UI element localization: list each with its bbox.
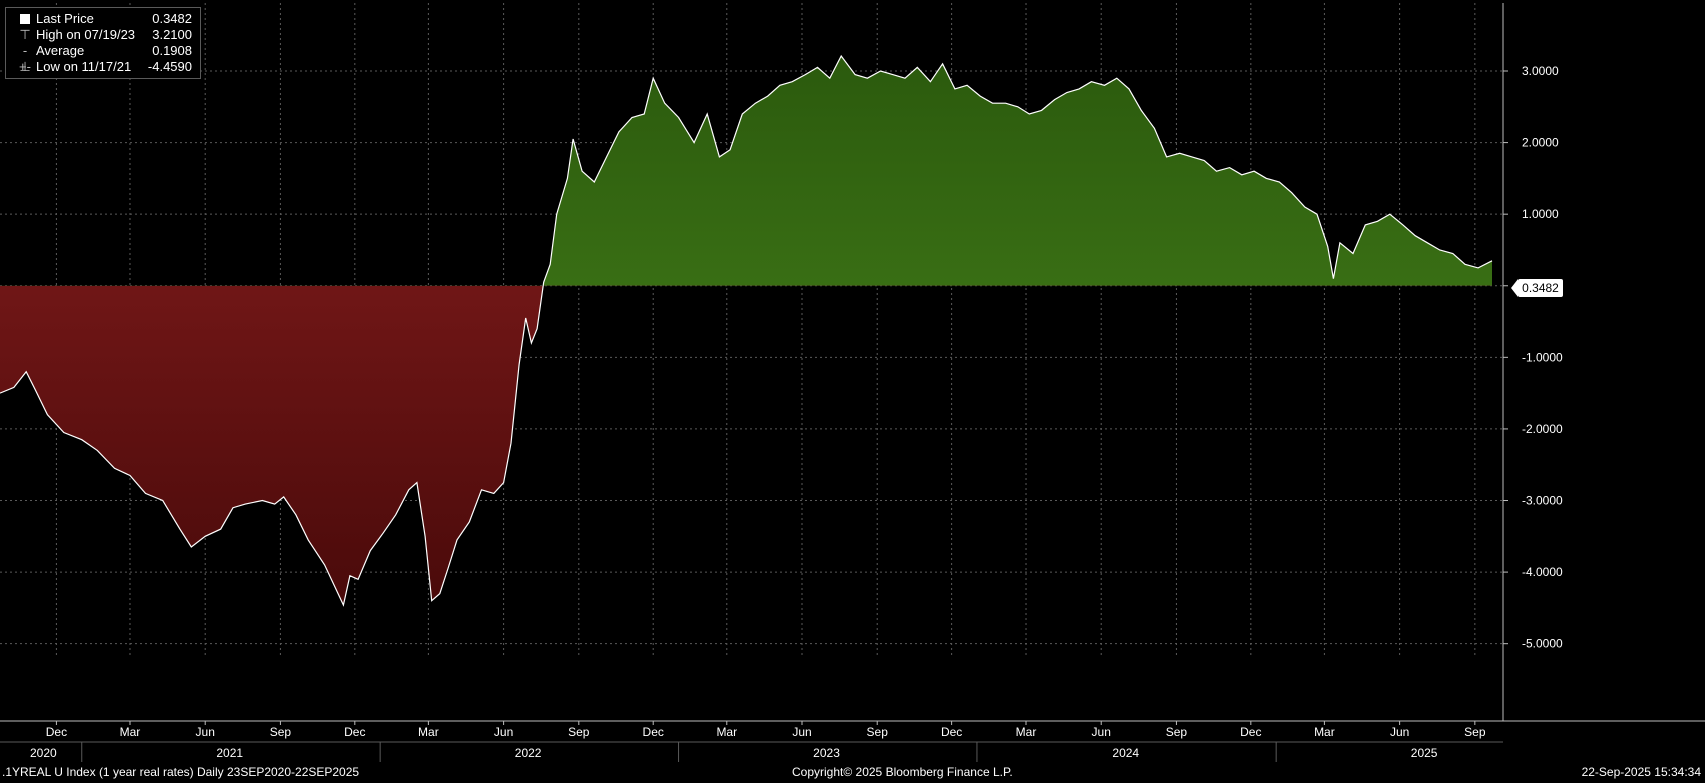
last-price-tag: 0.3482: [1511, 279, 1563, 297]
positive-area: [543, 56, 1492, 286]
x-tick-label: Dec: [46, 725, 67, 739]
y-tick-label: -2.0000: [1522, 422, 1563, 436]
x-tick-label: Jun: [1390, 725, 1409, 739]
y-tick-label: 3.0000: [1522, 64, 1559, 78]
negative-area: [0, 285, 1492, 605]
y-tick-label: -3.0000: [1522, 494, 1563, 508]
footer-copyright: Copyright© 2025 Bloomberg Finance L.P.: [792, 765, 1013, 779]
legend-value: 3.2100: [152, 27, 192, 42]
x-tick-label: Dec: [1240, 725, 1261, 739]
price-line: [0, 54, 1493, 607]
year-label: 2023: [813, 746, 840, 760]
legend-low: ⊥ Low on 11/17/21 -4.4590: [6, 59, 200, 75]
x-tick-label: Jun: [494, 725, 513, 739]
x-tick-label: Jun: [792, 725, 811, 739]
x-tick-label: Jun: [196, 725, 215, 739]
year-label: 2025: [1411, 746, 1438, 760]
legend-label: Last Price: [36, 11, 94, 26]
y-tick-label: -1.0000: [1522, 350, 1563, 364]
year-label: 2020: [30, 746, 57, 760]
legend-label: High on 07/19/23: [36, 27, 136, 42]
footer-timestamp: 22-Sep-2025 15:34:34: [1581, 765, 1701, 779]
high-marker-icon: ⊤: [19, 27, 31, 42]
legend-high: ⊤ High on 07/19/23 3.2100: [6, 27, 200, 43]
legend-square-icon: [20, 14, 30, 24]
year-label: 2022: [515, 746, 542, 760]
legend-average: -+- Average 0.1908: [6, 43, 200, 74]
x-tick-label: Mar: [1314, 725, 1335, 739]
x-tick-label: Dec: [941, 725, 962, 739]
year-label: 2021: [216, 746, 243, 760]
legend-box: Last Price 0.3482 ⊤ High on 07/19/23 3.2…: [5, 7, 201, 79]
average-marker-icon: -+-: [19, 43, 31, 74]
legend-value: -4.4590: [147, 59, 192, 74]
x-tick-label: Mar: [418, 725, 439, 739]
legend-label: Low on 11/17/21: [36, 59, 132, 74]
y-tick-label: 2.0000: [1522, 136, 1559, 150]
x-tick-label: Jun: [1092, 725, 1111, 739]
x-tick-label: Mar: [120, 725, 141, 739]
legend-label: Average: [36, 43, 85, 58]
x-tick-label: Sep: [1166, 725, 1188, 739]
x-tick-label: Sep: [568, 725, 590, 739]
y-tick-label: -4.0000: [1522, 565, 1563, 579]
y-tick-label: -5.0000: [1522, 637, 1563, 651]
x-tick-label: Mar: [716, 725, 737, 739]
legend-value: 0.3482: [152, 11, 192, 26]
y-tick-label: 1.0000: [1522, 207, 1559, 221]
low-marker-icon: ⊥: [19, 59, 31, 74]
x-tick-label: Sep: [1464, 725, 1486, 739]
x-tick-label: Dec: [643, 725, 664, 739]
legend-last-price: Last Price 0.3482: [6, 11, 200, 27]
legend-value: 0.1908: [152, 43, 192, 58]
footer-left: .1YREAL U Index (1 year real rates) Dail…: [2, 765, 360, 779]
x-tick-label: Dec: [344, 725, 365, 739]
x-tick-label: Mar: [1016, 725, 1037, 739]
x-tick-label: Sep: [270, 725, 292, 739]
year-label: 2024: [1112, 746, 1139, 760]
x-tick-label: Sep: [867, 725, 889, 739]
